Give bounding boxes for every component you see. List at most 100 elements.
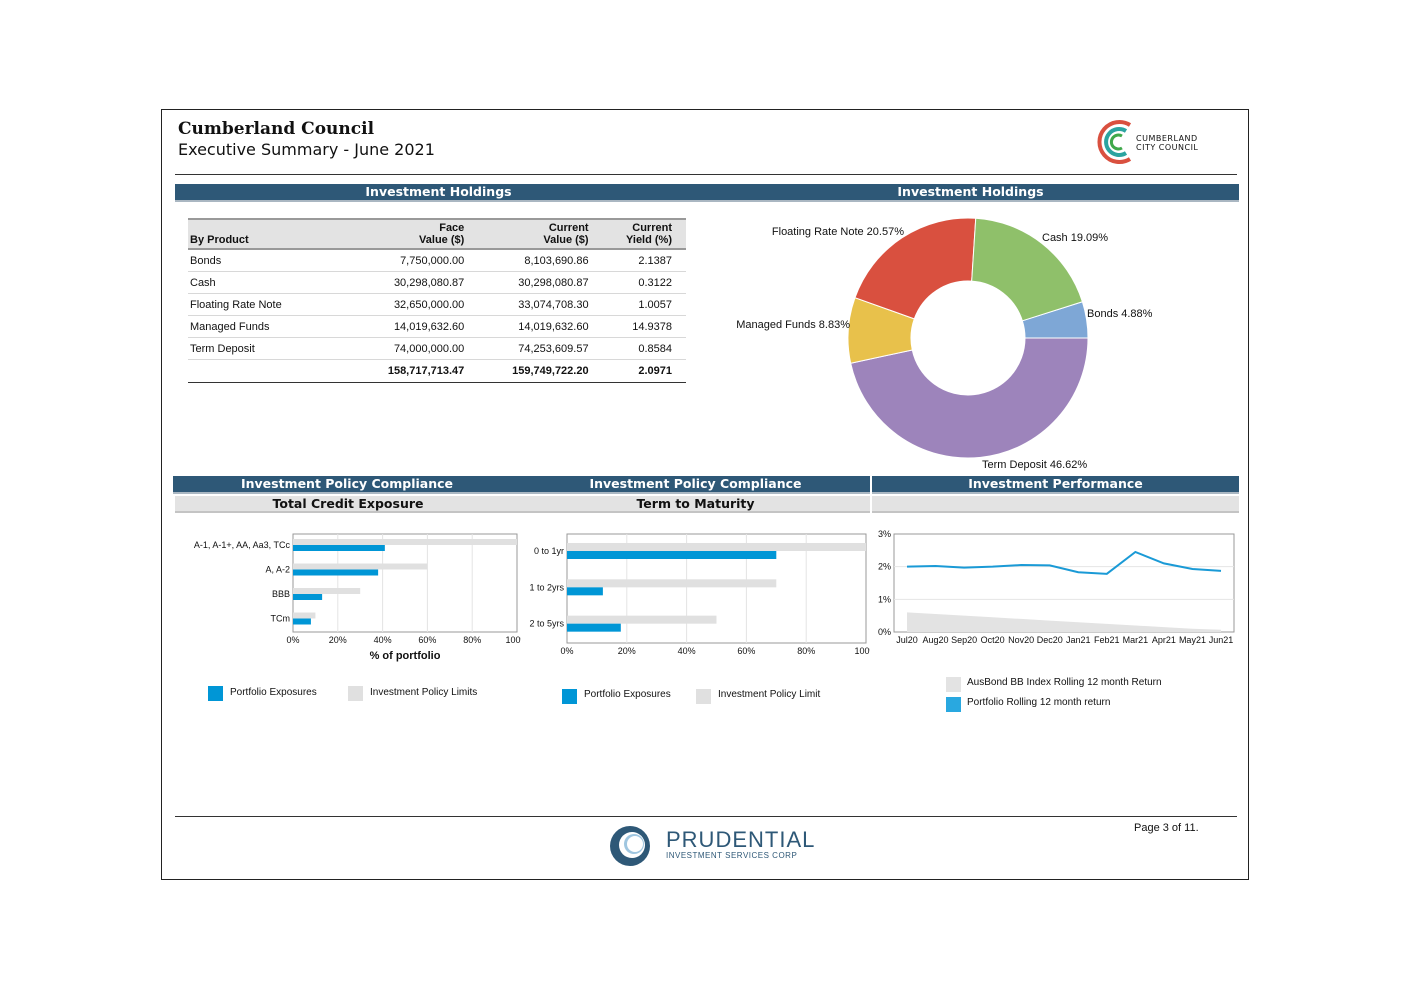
prudential-logo-mark — [610, 826, 650, 866]
bar-exposure — [567, 623, 621, 632]
plot-frame — [292, 533, 518, 633]
legend-swatch-ausbond-index — [946, 677, 961, 692]
subheading-total-credit-exposure: Total Credit Exposure — [175, 496, 521, 513]
term-to-maturity-chart: 0% 20% 40% 60% 80% 100% 0 to 1yr 1 to 2yrs 2 to … — [529, 533, 870, 656]
x-tick-label: 20% — [618, 646, 636, 656]
pie-label-2: Managed Funds 8.83% — [736, 319, 850, 331]
cell-product: Cash — [188, 271, 354, 294]
cell-yield: 1.0057 — [602, 293, 686, 316]
cell-current: 30,298,080.87 — [478, 271, 603, 294]
legend-label-ausbond-index: AusBond BB Index Rolling 12 month Return — [967, 677, 1162, 688]
cell-yield: 14.9378 — [602, 315, 686, 338]
cell-face: 32,650,000.00 — [354, 293, 479, 316]
pie-label-3: Floating Rate Note 20.57% — [772, 226, 904, 238]
x-tick-label: 40% — [374, 635, 392, 645]
x-axis-title: % of portfolio — [370, 650, 441, 662]
bar-exposure — [567, 587, 603, 596]
section-investment-holdings-right: Investment Holdings — [702, 184, 1239, 202]
category-label: 2 to 5yrs — [529, 619, 564, 629]
cumberland-logo-mark — [1097, 120, 1132, 164]
bar-limit — [567, 615, 717, 624]
report-org-title: Cumberland Council — [178, 119, 375, 139]
col-current-value-line1: Current — [548, 222, 589, 234]
holdings-donut-chart: Bonds 4.88% Term Deposit 46.62% Managed Fu… — [736, 217, 1153, 471]
logo-text-1: CUMBERLAND — [1136, 134, 1198, 143]
x-tick-label: Nov20 — [1008, 635, 1034, 645]
col-current-yield-line2: Yield (%) — [625, 234, 672, 246]
pie-label-4: Cash 19.09% — [1042, 232, 1108, 244]
x-tick-label: 100% — [854, 646, 870, 656]
y-tick-label: 2% — [878, 562, 891, 572]
cumberland-logo: CUMBERLAND CITY COUNCIL — [1092, 117, 1202, 167]
x-tick-label: 80% — [463, 635, 481, 645]
col-face-value: Face Value ($) — [354, 218, 479, 250]
pie-slice-3 — [854, 217, 977, 320]
prudential-brand: PRUDENTIAL — [666, 827, 816, 852]
col-current-value-line2: Value ($) — [543, 234, 589, 246]
x-tick-label: Dec20 — [1037, 635, 1063, 645]
x-tick-label: Jul20 — [896, 635, 918, 645]
bar-limit — [567, 543, 866, 551]
col-current-value: Current Value ($) — [478, 218, 603, 250]
pie-label-1: Term Deposit 46.62% — [982, 459, 1087, 471]
x-tick-label: 0% — [286, 635, 299, 645]
category-label: TCm — [271, 614, 291, 624]
section-policy-compliance-1: Investment Policy Compliance — [173, 476, 521, 494]
cell-current: 8,103,690.86 — [478, 249, 603, 272]
pie-slice-4 — [971, 217, 1084, 322]
x-tick-label: Apr21 — [1152, 635, 1176, 645]
x-tick-label: 100% — [505, 635, 521, 645]
cell-face: 74,000,000.00 — [354, 337, 479, 360]
bar-limit — [293, 612, 316, 619]
prudential-logo: PRUDENTIAL INVESTMENT SERVICES CORP — [606, 824, 816, 868]
table-total-row: 158,717,713.47 159,749,722.20 2.0971 — [188, 359, 686, 383]
cell-face: 14,019,632.60 — [354, 315, 479, 338]
cell-yield: 0.8584 — [602, 337, 686, 360]
cell-face: 30,298,080.87 — [354, 271, 479, 294]
cell-total-current: 159,749,722.20 — [478, 359, 603, 383]
y-tick-label: 3% — [878, 529, 891, 539]
category-label: 0 to 1yr — [534, 546, 564, 556]
col-current-yield-line1: Current — [632, 222, 672, 234]
category-label: A, A-2 — [265, 565, 290, 575]
col-product: By Product — [188, 218, 354, 250]
performance-line-chart: 0% 1% 2% 3% Jul20 Aug20 Sep20 Oct20 Nov20 Dec20 Ja… — [878, 529, 1235, 645]
holdings-table: By Product Face Value ($) Current Value … — [188, 218, 686, 383]
cell-product: Term Deposit — [188, 337, 354, 360]
subheading-performance-blank — [872, 496, 1239, 513]
table-row: Term Deposit 74,000,000.00 74,253,609.57… — [188, 337, 686, 360]
cell-total-face: 158,717,713.47 — [354, 359, 479, 383]
legend-label-term-policy-limit: Investment Policy Limit — [718, 689, 821, 700]
report-subtitle: Executive Summary - June 2021 — [178, 140, 435, 159]
bar-limit — [293, 539, 517, 545]
section-investment-performance: Investment Performance — [872, 476, 1239, 494]
y-tick-label: 0% — [878, 627, 891, 637]
bar-exposure — [293, 594, 323, 600]
bar-exposure — [293, 618, 311, 625]
cell-total-yield: 2.0971 — [602, 359, 686, 383]
cell-yield: 2.1387 — [602, 249, 686, 272]
pie-slice-1 — [850, 337, 1089, 459]
prudential-brand-sub: INVESTMENT SERVICES CORP — [666, 851, 798, 860]
category-label: BBB — [272, 589, 290, 599]
bar-limit — [293, 588, 361, 594]
x-tick-label: Feb21 — [1094, 635, 1120, 645]
section-investment-holdings-left: Investment Holdings — [175, 184, 702, 202]
x-tick-label: 80% — [797, 646, 815, 656]
bar-limit — [293, 563, 428, 570]
cell-face: 7,750,000.00 — [354, 249, 479, 272]
x-tick-label: 20% — [329, 635, 347, 645]
legend-swatch-portfolio-exposures — [208, 686, 223, 701]
table-row: Floating Rate Note 32,650,000.00 33,074,… — [188, 293, 686, 316]
footer-divider — [175, 816, 1237, 817]
holdings-header-row: By Product Face Value ($) Current Value … — [188, 218, 686, 250]
col-face-value-line2: Value ($) — [419, 234, 465, 246]
x-tick-label: 60% — [737, 646, 755, 656]
pie-label-0: Bonds 4.88% — [1087, 308, 1153, 320]
category-label: 1 to 2yrs — [529, 582, 564, 592]
cell-product: Managed Funds — [188, 315, 354, 338]
legend-swatch-term-policy-limit — [696, 689, 711, 704]
legend-label-term-portfolio-exposures: Portfolio Exposures — [584, 689, 671, 700]
cell-current: 33,074,708.30 — [478, 293, 603, 316]
col-current-yield: Current Yield (%) — [602, 218, 686, 250]
